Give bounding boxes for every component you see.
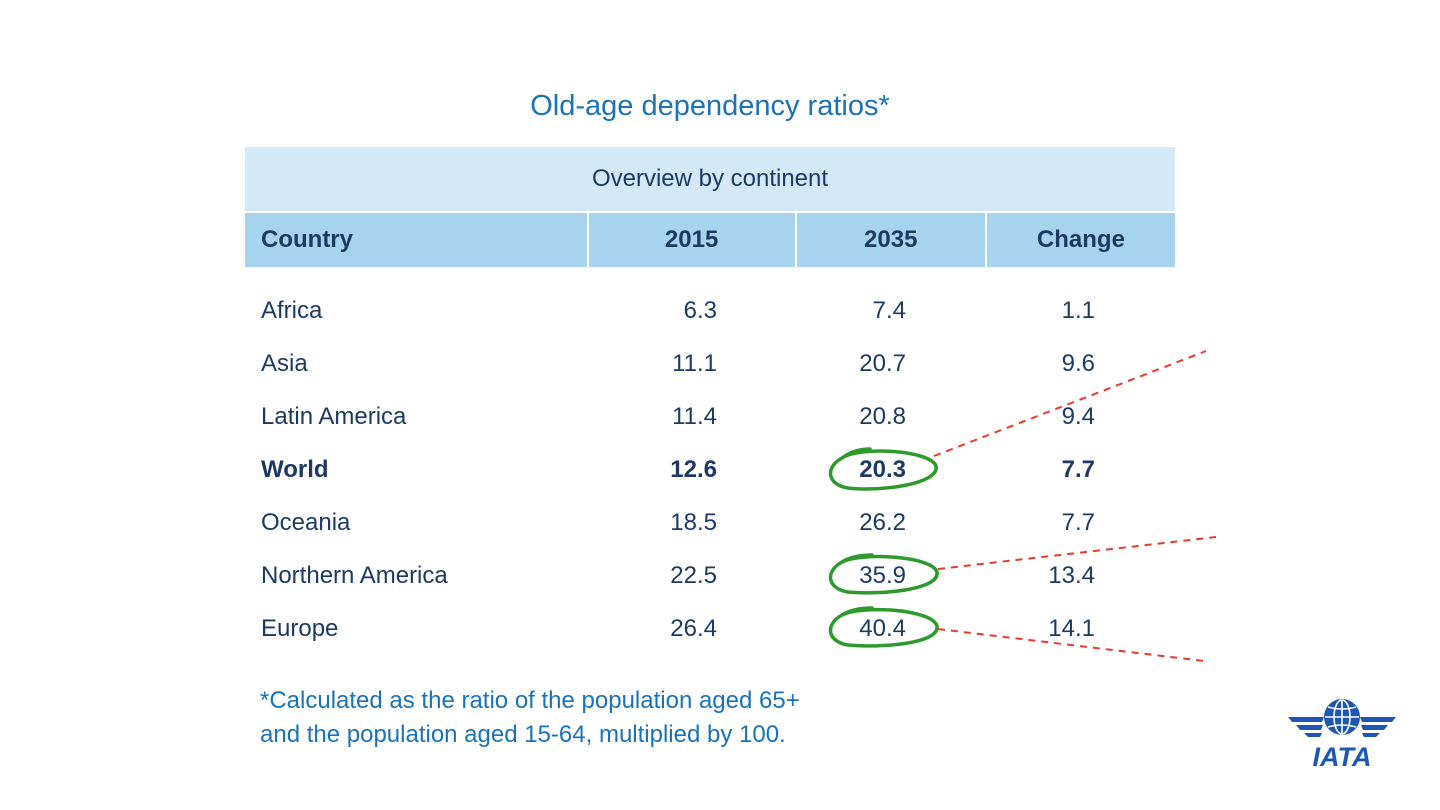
row-value-2015: 6.3 bbox=[683, 297, 717, 324]
logo-text: IATA bbox=[1313, 742, 1372, 770]
column-header-2035: 2035 bbox=[797, 213, 987, 267]
data-table-header: Overview by continent Country 2015 2035 … bbox=[245, 147, 1175, 267]
row-value-2035: 7.4 bbox=[872, 297, 906, 324]
row-country: Africa bbox=[261, 297, 323, 324]
row-value-2035: 35.9 bbox=[859, 562, 906, 589]
row-value-2015: 12.6 bbox=[670, 456, 717, 483]
table-row: Northern America 22.5 35.9 13.4 bbox=[245, 549, 1175, 602]
row-country: Oceania bbox=[261, 509, 351, 536]
footnote-line-1: *Calculated as the ratio of the populati… bbox=[260, 687, 800, 714]
row-value-change: 9.6 bbox=[1061, 350, 1095, 377]
table-row: Oceania 18.5 26.2 7.7 bbox=[245, 496, 1175, 549]
table-row: Europe 26.4 40.4 14.1 bbox=[245, 602, 1175, 655]
row-value-change: 7.7 bbox=[1061, 456, 1095, 483]
table-row-world: World 12.6 20.3 7.7 bbox=[245, 443, 1175, 496]
footnote-line-2: and the population aged 15-64, multiplie… bbox=[260, 721, 786, 748]
row-value-2035: 26.2 bbox=[859, 509, 906, 536]
table-row: Asia 11.1 20.7 9.6 bbox=[245, 337, 1175, 390]
footnote: *Calculated as the ratio of the populati… bbox=[260, 684, 960, 752]
row-value-change: 1.1 bbox=[1061, 297, 1095, 324]
row-country: Northern America bbox=[261, 562, 448, 589]
row-value-2015: 11.4 bbox=[672, 403, 717, 430]
row-value-2015: 22.5 bbox=[670, 562, 717, 589]
row-value-change: 7.7 bbox=[1061, 509, 1095, 536]
row-value-change: 9.4 bbox=[1061, 403, 1095, 430]
page-title: Old-age dependency ratios* bbox=[530, 90, 890, 122]
table-body: Africa 6.3 7.4 1.1 Asia 11.1 20.7 9.6 La… bbox=[245, 284, 1175, 655]
row-value-2015: 26.4 bbox=[670, 615, 717, 642]
row-value-2035: 40.4 bbox=[859, 615, 906, 642]
column-header-2015: 2015 bbox=[589, 213, 797, 267]
table-caption: Overview by continent bbox=[245, 147, 1175, 211]
row-value-2015: 11.1 bbox=[672, 350, 717, 377]
row-country: Asia bbox=[261, 350, 308, 377]
column-header-country: Country bbox=[245, 213, 589, 267]
row-value-change: 14.1 bbox=[1048, 615, 1095, 642]
row-value-change: 13.4 bbox=[1048, 562, 1095, 589]
column-header-row: Country 2015 2035 Change bbox=[245, 211, 1175, 267]
row-value-2035: 20.8 bbox=[859, 403, 906, 430]
row-value-2035: 20.3 bbox=[859, 456, 906, 483]
row-country: World bbox=[261, 456, 329, 483]
row-country: Europe bbox=[261, 615, 339, 642]
row-country: Latin America bbox=[261, 403, 407, 430]
table-row: Latin America 11.4 20.8 9.4 bbox=[245, 390, 1175, 443]
table-row: Africa 6.3 7.4 1.1 bbox=[245, 284, 1175, 337]
row-value-2035: 20.7 bbox=[859, 350, 906, 377]
column-header-change: Change bbox=[1036, 226, 1125, 253]
row-value-2015: 18.5 bbox=[670, 509, 717, 536]
iata-logo-icon: IATA bbox=[1288, 699, 1396, 770]
